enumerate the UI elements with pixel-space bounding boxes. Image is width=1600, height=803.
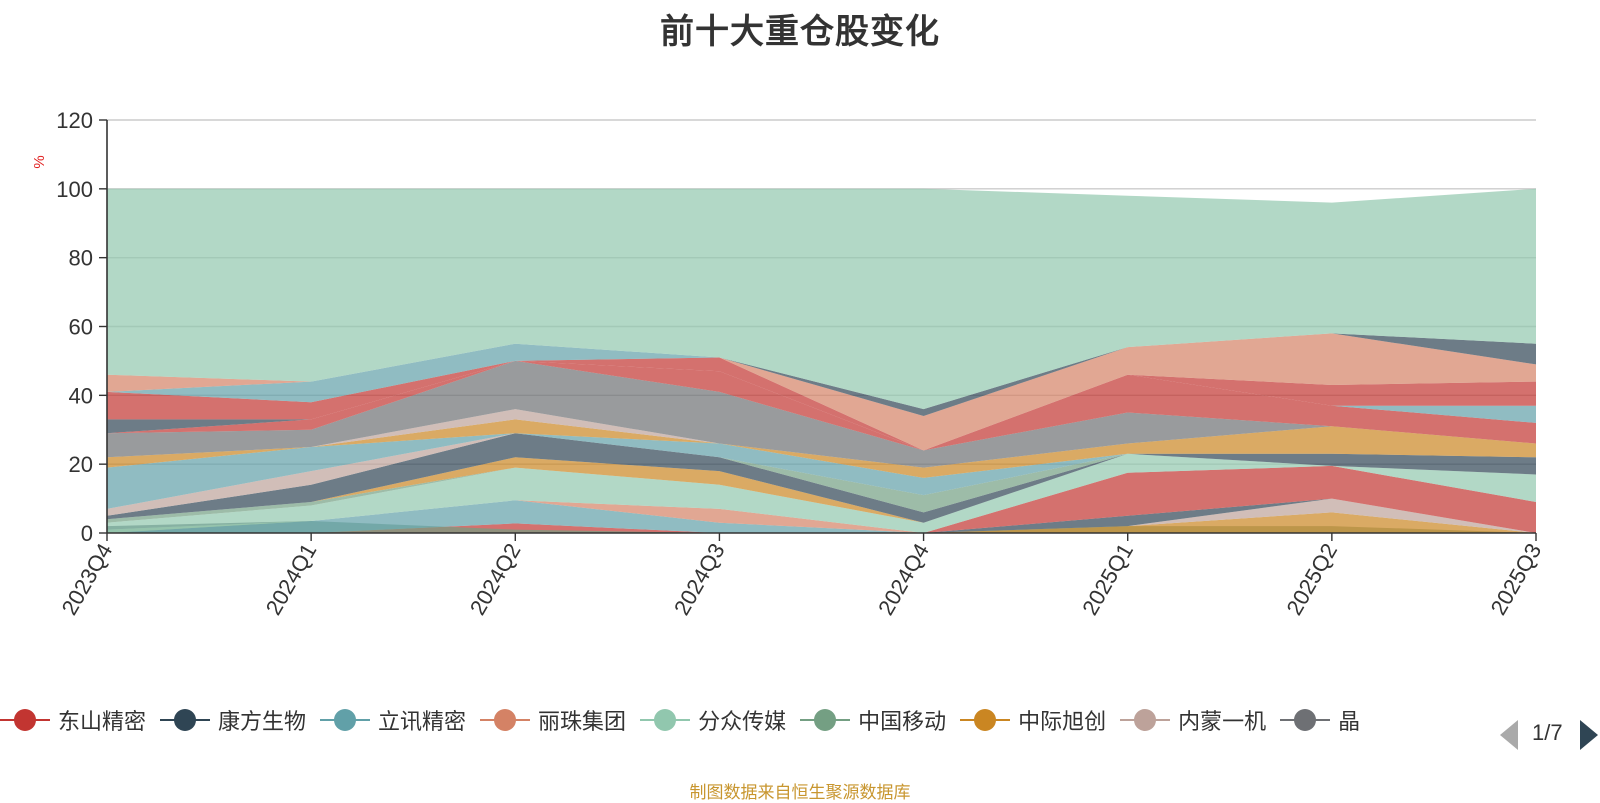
legend-marker-icon <box>480 702 531 738</box>
legend-marker-icon <box>0 702 50 738</box>
legend-label: 分众传媒 <box>698 709 787 734</box>
legend-marker-icon <box>960 702 1011 738</box>
legend-item[interactable]: 中际旭创 <box>960 702 1106 738</box>
pager-text: 1/7 <box>1532 720 1563 745</box>
y-tick-label: 20 <box>69 452 93 477</box>
area-band-中际旭创[interactable] <box>107 453 1536 523</box>
legend-item[interactable]: 中国移动 <box>800 702 946 738</box>
area-band-丽珠集团[interactable] <box>107 333 1536 451</box>
y-tick-label: 120 <box>56 108 93 133</box>
legend-pager: 1/7 <box>1498 716 1600 752</box>
area-band-康方生物[interactable] <box>107 333 1536 416</box>
area-band-东山精密[interactable] <box>107 357 1536 451</box>
legend-marker-icon <box>640 702 691 738</box>
legend-marker-icon <box>1280 702 1331 738</box>
y-tick-label: 40 <box>69 383 93 408</box>
x-tick-label: 2023Q4 <box>57 539 118 619</box>
legend-item[interactable]: 丽珠集团 <box>480 702 626 738</box>
area-band-中际旭创[interactable] <box>107 419 1536 478</box>
legend-label: 中国移动 <box>858 709 947 734</box>
legend-label: 晶 <box>1338 709 1361 734</box>
area-band-东山精密[interactable] <box>107 360 1536 451</box>
area-band-晶[interactable] <box>107 360 1536 468</box>
chart-title: 前十大重仓股变化 <box>660 13 940 51</box>
legend-marker-icon <box>800 702 851 738</box>
legend-label: 立讯精密 <box>378 709 467 734</box>
legend-marker-icon <box>1120 702 1171 738</box>
legend-marker-icon <box>160 702 211 738</box>
area-band-东山精密[interactable] <box>107 465 1536 533</box>
legend-label: 内蒙一机 <box>1178 709 1267 734</box>
legend-label: 康方生物 <box>218 709 307 734</box>
x-tick-label: 2024Q1 <box>261 539 322 619</box>
pager-next-icon[interactable] <box>1580 720 1598 750</box>
pager-prev-icon[interactable] <box>1500 720 1518 750</box>
x-tick-label: 2024Q3 <box>669 539 730 619</box>
area-layer <box>107 188 1536 533</box>
area-band-内蒙一机[interactable] <box>107 498 1536 533</box>
legend-label: 东山精密 <box>58 709 147 734</box>
y-tick-label: 60 <box>69 315 93 340</box>
legend-item[interactable]: 分众传媒 <box>640 702 786 738</box>
x-tick-label: 2025Q3 <box>1486 539 1547 619</box>
x-tick-label: 2024Q4 <box>873 539 934 619</box>
area-band-立讯精密[interactable] <box>107 343 1536 451</box>
legend-item[interactable]: 康方生物 <box>160 702 306 738</box>
x-tick-label: 2025Q1 <box>1077 539 1138 619</box>
y-axis-unit-label: % <box>31 155 48 168</box>
legend-item[interactable]: 立讯精密 <box>320 702 466 738</box>
legend-item[interactable]: 晶 <box>1280 702 1360 738</box>
legend-item[interactable]: 内蒙一机 <box>1120 702 1266 738</box>
source-note: 制图数据来自恒生聚源数据库 <box>689 783 911 802</box>
y-tick-label: 100 <box>56 177 93 202</box>
legend-label: 中际旭创 <box>1018 709 1107 734</box>
y-tick-label: 80 <box>69 246 93 271</box>
y-tick-label: 0 <box>81 521 93 546</box>
area-band-立讯精密[interactable] <box>107 433 1536 509</box>
area-band-康方生物[interactable] <box>107 433 1536 523</box>
area-band-中国移动[interactable] <box>107 453 1536 523</box>
legend: 东山精密 康方生物 立讯精密 丽珠集团 分众传媒 中国移动 中际旭创 内蒙一机 晶 <box>0 702 1470 738</box>
area-band-立讯精密[interactable] <box>107 498 1536 533</box>
legend-marker-icon <box>320 702 371 738</box>
area-band-丽珠集团[interactable] <box>107 498 1536 533</box>
x-tick-label: 2025Q2 <box>1281 539 1342 619</box>
legend-item[interactable]: 东山精密 <box>0 702 146 738</box>
area-band-中际旭创[interactable] <box>107 512 1536 533</box>
area-band-分众传媒[interactable] <box>107 453 1536 533</box>
area-band-分众传媒[interactable] <box>107 188 1536 410</box>
x-tick-label: 2024Q2 <box>465 539 526 619</box>
legend-label: 丽珠集团 <box>538 709 627 734</box>
area-band-内蒙一机[interactable] <box>107 409 1536 468</box>
